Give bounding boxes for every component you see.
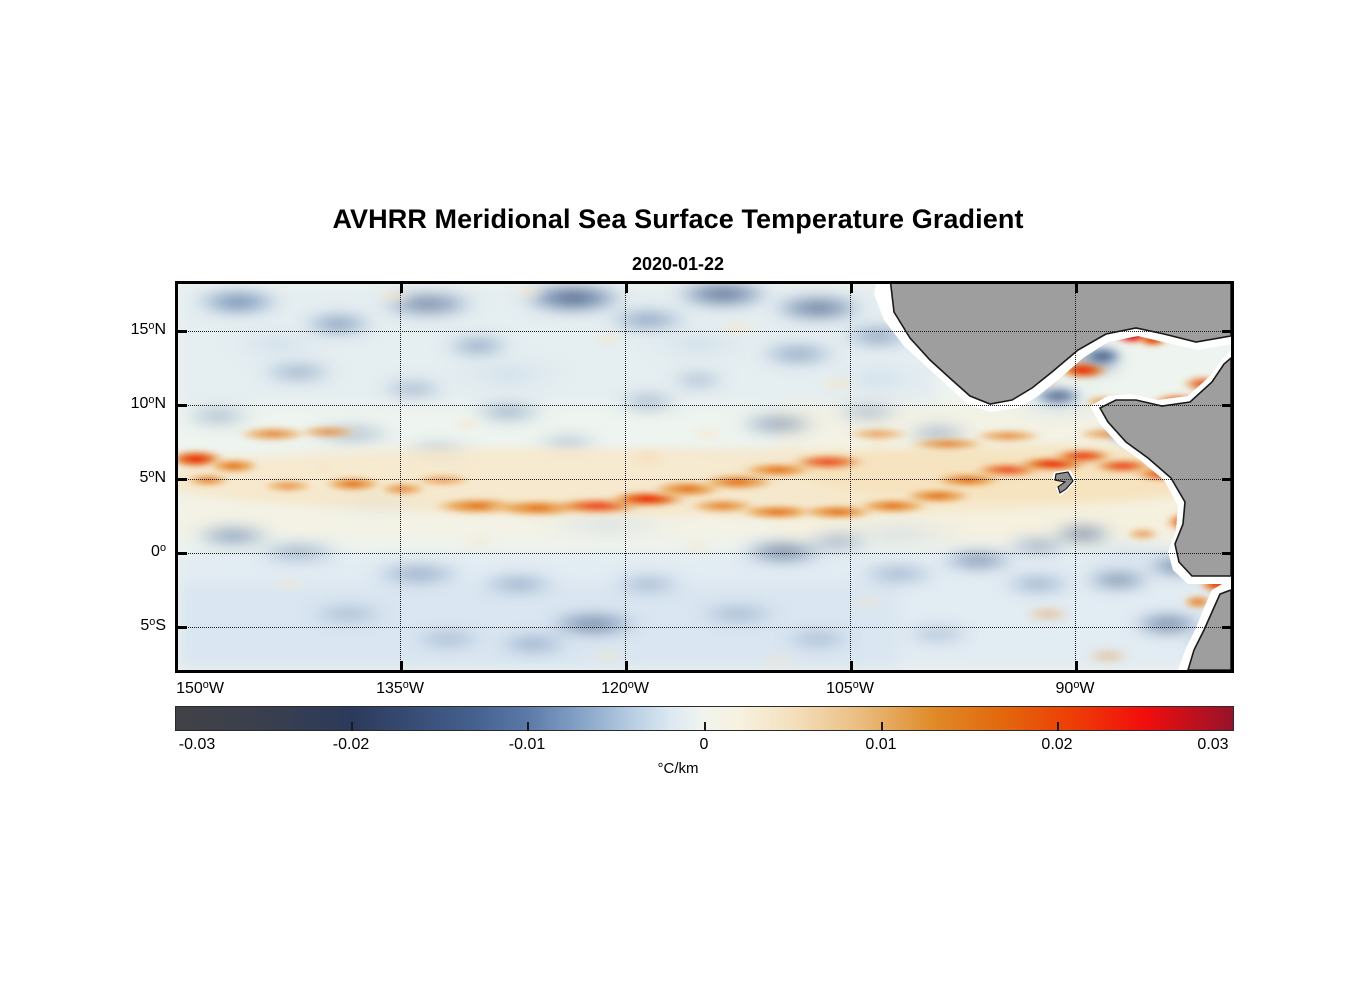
- ytick-right-5n: [1222, 478, 1231, 481]
- land-north-america: [874, 284, 1231, 412]
- colorbar-label-0.02: 0.02: [1041, 736, 1073, 753]
- xtick-top-120w: [625, 284, 628, 293]
- gridline-lon-120w: [625, 284, 626, 670]
- colorbar-tick-0.02: [1057, 722, 1059, 731]
- gridline-lat-5n: [178, 479, 1231, 480]
- colorbar-label--0.01: -0.01: [508, 736, 546, 753]
- colorbar-tick--0.02: [351, 722, 353, 731]
- x-axis-tick-labels: 150oW 135oW 120oW 105oW 90oW: [175, 680, 1234, 706]
- colorbar-tick-0: [704, 722, 706, 731]
- ytick-label-10n: 10oN: [130, 394, 166, 412]
- ytick-5s: [178, 626, 187, 629]
- ytick-right-15n: [1222, 330, 1231, 333]
- gridline-lon-135w: [400, 284, 401, 670]
- land-galapagos: [1052, 470, 1076, 496]
- sst-gradient-field: [178, 284, 1231, 670]
- figure-title: AVHRR Meridional Sea Surface Temperature…: [332, 204, 1024, 234]
- xtick-label-135w: 135oW: [376, 679, 424, 697]
- gridline-lat-5s: [178, 627, 1231, 628]
- xtick-label-150w: 150oW: [176, 679, 224, 697]
- ytick-0: [178, 552, 187, 555]
- xtick-bottom-120w: [625, 661, 628, 670]
- colorbar-ticks: [175, 706, 1234, 731]
- xtick-label-90w: 90oW: [1055, 679, 1095, 697]
- colorbar-tick-0.01: [881, 722, 883, 731]
- gridline-lon-105w: [850, 284, 851, 670]
- gridline-lat-15n: [178, 331, 1231, 332]
- ytick-5n: [178, 478, 187, 481]
- gridline-lat-10n: [178, 405, 1231, 406]
- figure-subtitle: 2020-01-22: [631, 254, 725, 274]
- ytick-right-0: [1222, 552, 1231, 555]
- ytick-label-0: 0o: [151, 542, 166, 560]
- xtick-label-120w: 120oW: [601, 679, 649, 697]
- colorbar-tick-labels: -0.03 -0.02 -0.01 0 0.01 0.02 0.03: [175, 736, 1234, 758]
- ytick-right-10n: [1222, 404, 1231, 407]
- colorbar-unit-label: °C/km: [657, 760, 699, 777]
- ytick-label-5s: 5oS: [140, 616, 166, 634]
- xtick-label-105w: 105oW: [826, 679, 874, 697]
- xtick-top-135w: [400, 284, 403, 293]
- xtick-bottom-105w: [850, 661, 853, 670]
- xtick-top-105w: [850, 284, 853, 293]
- gridline-lat-0: [178, 553, 1231, 554]
- land-central-america: [1090, 350, 1231, 584]
- xtick-bottom-90w: [1075, 661, 1078, 670]
- colorbar-label-0: 0: [699, 736, 709, 753]
- ytick-label-5n: 5oN: [139, 468, 166, 486]
- ytick-label-15n: 15oN: [130, 320, 166, 338]
- colorbar-label-0.03: 0.03: [1197, 736, 1229, 753]
- y-axis-tick-labels: 15oN 10oN 5oN 0o 5oS: [80, 281, 166, 673]
- gridline-lon-90w: [1075, 284, 1076, 670]
- xtick-bottom-135w: [400, 661, 403, 670]
- colorbar-label--0.03: -0.03: [178, 736, 216, 753]
- colorbar-label--0.02: -0.02: [332, 736, 370, 753]
- ytick-10n: [178, 404, 187, 407]
- ytick-right-5s: [1222, 626, 1231, 629]
- colorbar-tick--0.01: [527, 722, 529, 731]
- map-axes[interactable]: [175, 281, 1234, 673]
- colorbar-label-0.01: 0.01: [865, 736, 897, 753]
- xtick-top-90w: [1075, 284, 1078, 293]
- ytick-15n: [178, 330, 187, 333]
